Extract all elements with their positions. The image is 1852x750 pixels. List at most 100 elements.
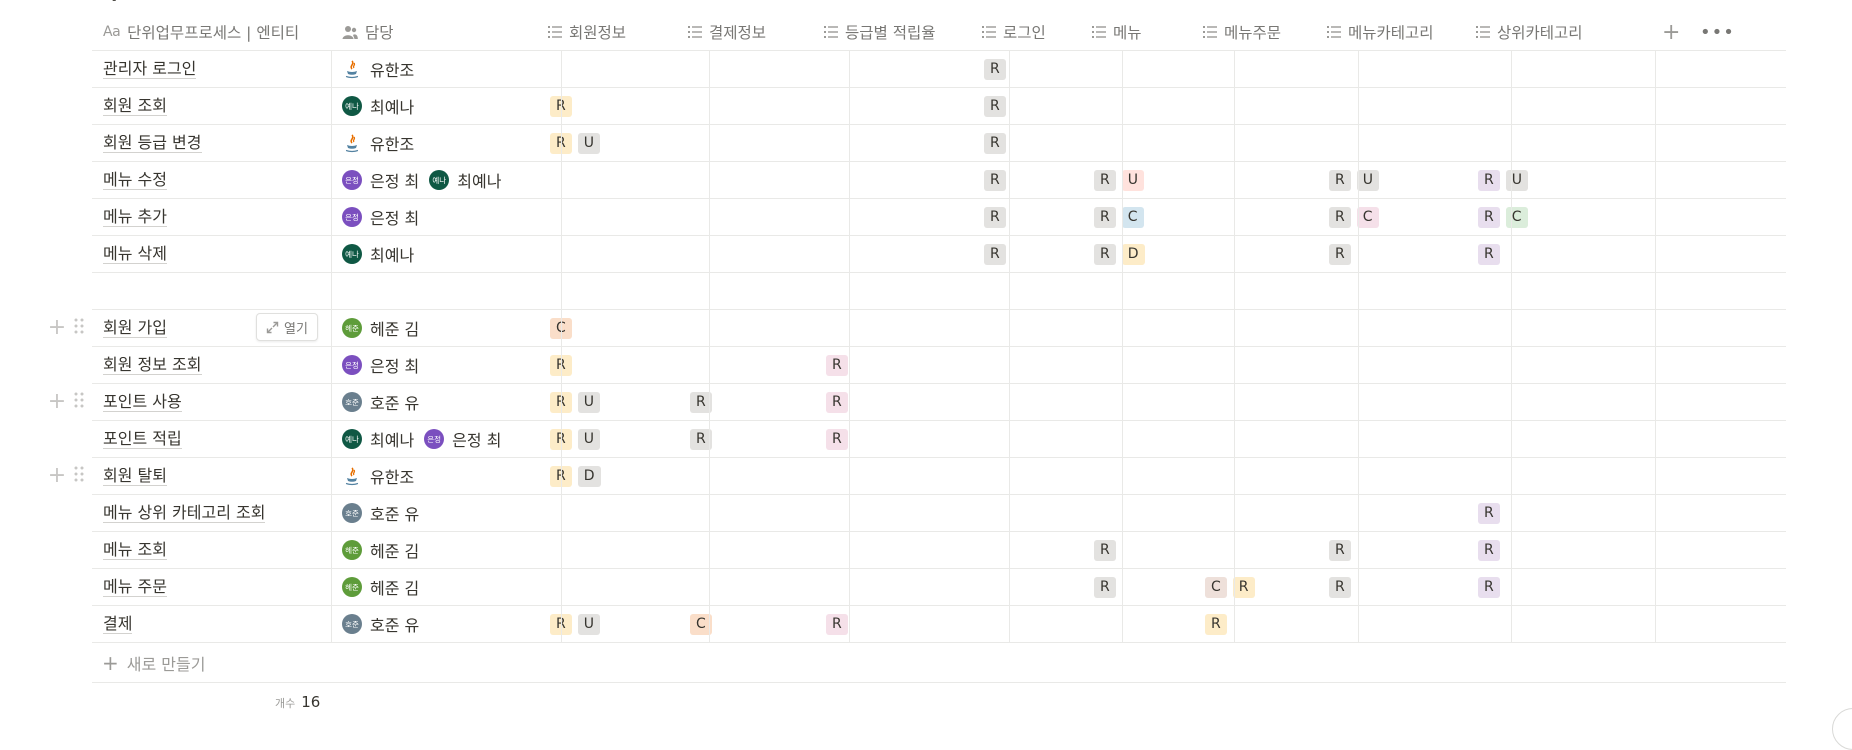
column-header-메뉴[interactable]: 메뉴 [1092,14,1203,50]
tag-cell-결제정보[interactable]: C [690,606,818,642]
tag-cell-회원정보[interactable] [550,532,682,568]
tag-cell-등급별-적립율[interactable]: R [826,606,976,642]
tag-cell-상위카테고리[interactable] [1478,51,1610,87]
column-header-메뉴카테고리[interactable]: 메뉴카테고리 [1327,14,1476,50]
owner-cell[interactable] [342,273,562,309]
owner-cell[interactable]: 은정 은정 최 예나 최예나 [342,162,562,198]
tag-cell-메뉴주문[interactable] [1205,273,1321,309]
column-header-담당[interactable]: 담당 [342,14,548,50]
table-row[interactable]: 회원 정보 조회 은정 은정 최 R R [0,347,1852,384]
tag-cell-메뉴주문[interactable] [1205,199,1321,235]
owner-cell[interactable]: 유한조 [342,458,562,494]
tag-cell-메뉴카테고리[interactable]: R [1329,532,1470,568]
add-property-icon[interactable]: + [1662,19,1681,45]
tag-cell-메뉴[interactable] [1094,125,1197,161]
tag-cell-메뉴[interactable] [1094,310,1197,346]
tag-cell-회원정보[interactable]: RU [550,606,682,642]
tag-cell-메뉴카테고리[interactable] [1329,51,1470,87]
tag-cell-메뉴카테고리[interactable] [1329,310,1470,346]
row-title[interactable]: 메뉴 삭제 [103,244,167,264]
row-title-cell[interactable]: 결제 [92,606,330,642]
row-title-cell[interactable]: 관리자 로그인 [92,51,330,87]
tag-cell-회원정보[interactable]: RU [550,125,682,161]
row-title[interactable]: 포인트 사용 [103,392,182,412]
tag-cell-메뉴카테고리[interactable] [1329,495,1470,531]
owner-cell[interactable]: 헤준 헤준 김 [342,569,562,605]
tag-cell-메뉴주문[interactable] [1205,347,1321,383]
add-row-icon[interactable]: + [47,315,67,340]
row-title[interactable]: 메뉴 수정 [103,170,167,190]
tag-cell-메뉴[interactable] [1094,51,1197,87]
add-row-icon[interactable]: + [47,389,67,414]
owner-cell[interactable]: 예나 최예나 [342,236,562,272]
row-title-cell[interactable]: 회원 가입 [92,310,330,346]
column-header-상위카테고리[interactable]: 상위카테고리 [1476,14,1616,50]
tag-cell-등급별-적립율[interactable]: R [826,421,976,457]
row-title-cell[interactable]: 메뉴 삭제 [92,236,330,272]
row-title[interactable]: 메뉴 상위 카테고리 조회 [103,503,266,523]
row-title[interactable]: 회원 탈퇴 [103,466,167,486]
tag-cell-메뉴주문[interactable] [1205,495,1321,531]
tag-cell-회원정보[interactable] [550,51,682,87]
row-title-cell[interactable]: 메뉴 주문 [92,569,330,605]
table-row[interactable]: 메뉴 상위 카테고리 조회 호준 호준 유 R [0,495,1852,532]
tag-cell-메뉴[interactable] [1094,384,1197,420]
help-button[interactable] [1832,708,1852,750]
owner-cell[interactable]: 유한조 [342,51,562,87]
tag-cell-회원정보[interactable] [550,273,682,309]
tag-cell-로그인[interactable]: R [984,125,1086,161]
tag-cell-회원정보[interactable]: R [550,88,682,124]
add-row-icon[interactable]: + [47,463,67,488]
table-row[interactable] [0,273,1852,310]
column-header-단위업무프로세스-|-엔티티[interactable]: Aa 단위업무프로세스 | 엔티티 [103,14,342,50]
tag-cell-상위카테고리[interactable] [1478,347,1610,383]
tag-cell-로그인[interactable] [984,421,1086,457]
tag-cell-로그인[interactable]: R [984,162,1086,198]
table-row[interactable]: 회원 탈퇴 + 유한조 RD [0,458,1852,495]
open-page-button[interactable]: 열기 [256,313,318,341]
row-title-cell[interactable]: 회원 조회 [92,88,330,124]
tag-cell-로그인[interactable]: R [984,88,1086,124]
column-header-메뉴주문[interactable]: 메뉴주문 [1203,14,1327,50]
owner-cell[interactable]: 호준 호준 유 [342,384,562,420]
tag-cell-등급별-적립율[interactable]: R [826,347,976,383]
tag-cell-등급별-적립율[interactable]: R [826,384,976,420]
owner-cell[interactable]: 은정 은정 최 [342,199,562,235]
tag-cell-메뉴카테고리[interactable] [1329,125,1470,161]
tag-cell-메뉴주문[interactable] [1205,236,1321,272]
tag-cell-메뉴카테고리[interactable] [1329,273,1470,309]
tag-cell-로그인[interactable] [984,458,1086,494]
tag-cell-로그인[interactable] [984,532,1086,568]
row-title-cell[interactable]: 회원 등급 변경 [92,125,330,161]
tag-cell-메뉴[interactable]: R [1094,532,1197,568]
tag-cell-결제정보[interactable]: R [690,421,818,457]
tag-cell-로그인[interactable]: R [984,199,1086,235]
owner-cell[interactable]: 헤준 헤준 김 [342,310,562,346]
owner-cell[interactable]: 은정 은정 최 [342,347,562,383]
tag-cell-메뉴[interactable] [1094,495,1197,531]
tag-cell-메뉴카테고리[interactable] [1329,421,1470,457]
tag-cell-로그인[interactable] [984,310,1086,346]
tag-cell-메뉴[interactable] [1094,421,1197,457]
row-title[interactable]: 회원 정보 조회 [103,355,202,375]
tag-cell-메뉴주문[interactable] [1205,88,1321,124]
row-title-cell[interactable]: 메뉴 추가 [92,199,330,235]
row-title-cell[interactable]: 회원 탈퇴 [92,458,330,494]
row-title-cell[interactable]: 포인트 사용 [92,384,330,420]
row-title[interactable]: 회원 조회 [103,96,167,116]
tag-cell-로그인[interactable] [984,606,1086,642]
tag-cell-메뉴[interactable] [1094,458,1197,494]
more-options-icon[interactable]: ••• [1700,21,1735,43]
tag-cell-로그인[interactable] [984,273,1086,309]
tag-cell-로그인[interactable] [984,569,1086,605]
tag-cell-회원정보[interactable]: RD [550,458,682,494]
tag-cell-회원정보[interactable] [550,569,682,605]
tag-cell-회원정보[interactable]: R [550,347,682,383]
